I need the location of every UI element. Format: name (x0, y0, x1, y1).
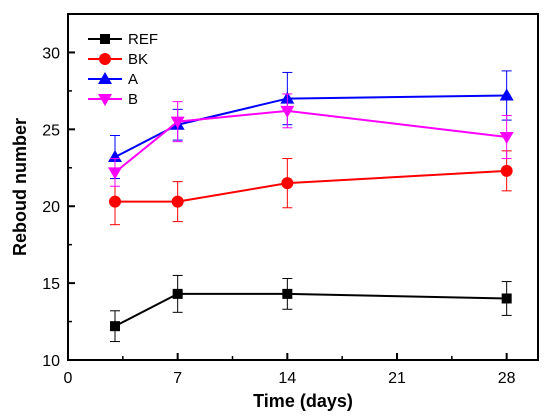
y-axis-title: Reboud number (10, 118, 30, 256)
data-point (110, 321, 120, 332)
data-point (499, 88, 514, 101)
legend-marker (98, 72, 112, 84)
series-line (115, 169, 507, 203)
data-point (499, 132, 514, 145)
series-line (114, 109, 507, 174)
data-point (109, 195, 121, 208)
legend: REF BK AB (88, 31, 158, 108)
data-point (108, 167, 122, 180)
y-tick-label: 10 (42, 353, 60, 370)
series-line (114, 292, 507, 328)
data-point (500, 164, 513, 177)
legend-label: B (128, 91, 138, 108)
x-tick-label: 7 (173, 370, 182, 387)
x-tick-label: 14 (278, 370, 296, 387)
legend-label: BK (128, 51, 148, 68)
y-tick-label: 20 (42, 199, 60, 216)
legend-label: REF (128, 31, 158, 48)
x-tick-label: 0 (64, 370, 73, 387)
data-point (501, 293, 512, 304)
plot-area (108, 70, 514, 343)
legend-item-bk: BK (88, 51, 148, 68)
legend-item-ref: REF (88, 31, 158, 48)
series-ref (110, 274, 512, 343)
x-axis-title: Time (days) (253, 391, 353, 411)
y-tick-label: 25 (42, 122, 60, 139)
data-point (281, 177, 294, 190)
legend-marker (100, 34, 110, 44)
data-point (280, 105, 295, 118)
axes: 0 7 14 21 28 10 15 20 25 30 (42, 45, 515, 387)
data-point (282, 288, 293, 299)
legend-marker (98, 94, 112, 106)
plot-frame (67, 13, 539, 361)
legend-marker (99, 53, 111, 65)
y-tick-label: 30 (42, 45, 60, 62)
x-tick-label: 28 (498, 370, 516, 387)
data-point (171, 195, 184, 208)
legend-item-b: B (88, 91, 138, 108)
series-line (114, 94, 507, 158)
y-tick-label: 15 (42, 276, 60, 293)
legend-item-a: A (88, 71, 138, 88)
legend-label: A (128, 71, 138, 88)
x-tick-label: 21 (388, 370, 406, 387)
series-bk (109, 150, 513, 226)
series-a (108, 70, 514, 180)
series-b (108, 93, 514, 187)
data-point (172, 288, 183, 299)
data-point (170, 116, 185, 129)
